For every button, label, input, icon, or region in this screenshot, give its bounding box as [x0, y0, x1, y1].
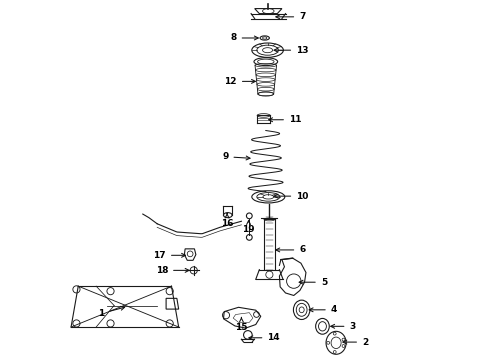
Text: 12: 12 [224, 77, 255, 86]
Text: 10: 10 [274, 192, 309, 201]
Text: 5: 5 [299, 278, 327, 287]
Text: 3: 3 [331, 322, 356, 331]
Text: 4: 4 [309, 305, 337, 314]
Text: 17: 17 [153, 251, 186, 260]
Text: 2: 2 [343, 338, 368, 347]
Text: 7: 7 [276, 12, 306, 21]
Text: 6: 6 [276, 246, 305, 255]
Text: 11: 11 [269, 115, 301, 124]
Text: 9: 9 [222, 152, 250, 161]
Text: 16: 16 [221, 213, 233, 228]
Text: 18: 18 [155, 266, 189, 275]
Text: 14: 14 [249, 333, 280, 342]
Text: 1: 1 [98, 306, 124, 318]
Text: 19: 19 [242, 221, 255, 234]
Text: 8: 8 [230, 33, 258, 42]
Text: 15: 15 [235, 318, 247, 332]
Text: 13: 13 [274, 46, 309, 55]
